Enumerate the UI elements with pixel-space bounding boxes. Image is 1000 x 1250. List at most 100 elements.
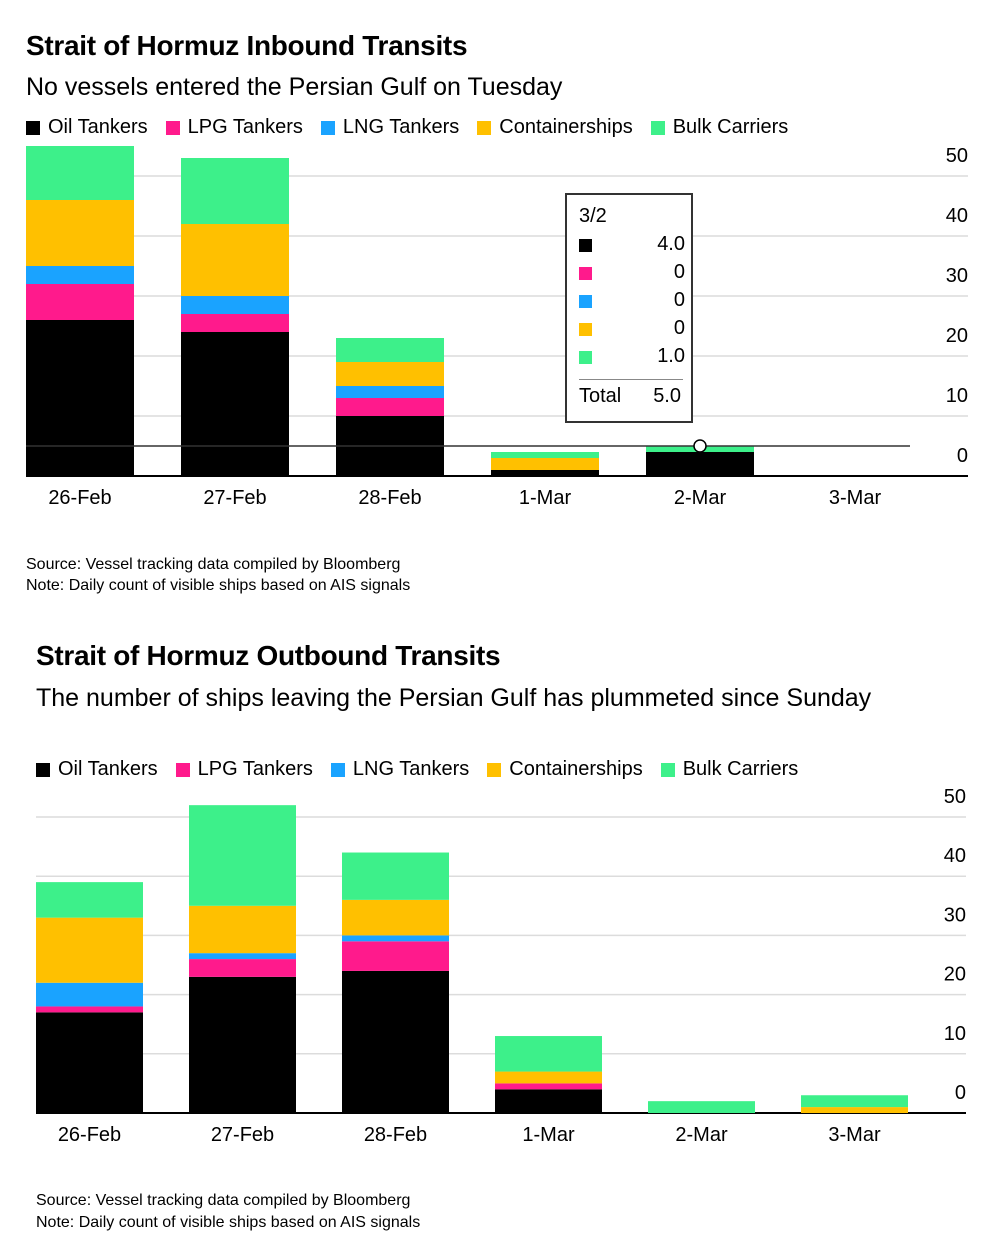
bar-segment-oil-tankers (491, 470, 599, 476)
inbound-title: Strait of Hormuz Inbound Transits (26, 30, 468, 61)
y-tick-label: 0 (955, 1082, 966, 1104)
legend-label: Oil Tankers (58, 758, 158, 780)
y-tick-label: 10 (944, 1023, 966, 1045)
bar-segment-lpg-tankers (181, 314, 289, 332)
bar-segment-containerships (336, 362, 444, 386)
outbound-subtitle: The number of ships leaving the Persian … (36, 684, 872, 712)
bar-segment-oil-tankers (342, 970, 449, 1113)
bar-segment-lpg-tankers (36, 1006, 143, 1013)
legend-swatch (36, 762, 50, 777)
legend-swatch (175, 762, 190, 777)
bar-segment-bulk-carriers (36, 882, 143, 918)
legend-label: Bulk Carriers (682, 758, 799, 780)
x-tick-label: 2-Mar (674, 487, 727, 509)
y-tick-label: 10 (946, 385, 968, 407)
bar-segment-bulk-carriers (342, 852, 449, 900)
legend-swatch (650, 120, 665, 135)
tooltip-row-containerships: 0 (579, 317, 685, 343)
x-tick-label: 3-Mar (828, 1124, 881, 1146)
inbound-source: Source: Vessel tracking data compiled by… (26, 556, 401, 573)
legend-item-bulk-carriers: Bulk Carriers (660, 758, 799, 781)
y-tick-label: 0 (957, 445, 968, 467)
legend-swatch (487, 762, 502, 777)
legend-swatch (26, 120, 40, 135)
y-tick-label: 50 (946, 145, 968, 167)
legend-swatch (330, 762, 345, 777)
outbound-legend: Oil Tankers LPG Tankers LNG Tankers Cont… (36, 758, 816, 781)
legend-label: LPG Tankers (187, 116, 303, 138)
legend-item-lpg-tankers: LPG Tankers (175, 758, 313, 781)
bar-segment-lng-tankers (181, 296, 289, 314)
tooltip-row-oil-tankers: 4.0 (579, 233, 685, 259)
bar-segment-containerships (189, 905, 296, 954)
legend-item-containerships: Containerships (487, 758, 643, 781)
y-tick-label: 20 (944, 964, 966, 986)
legend-item-lng-tankers: LNG Tankers (320, 116, 460, 139)
outbound-title: Strait of Hormuz Outbound Transits (36, 640, 501, 671)
tooltip-swatch (579, 295, 592, 308)
outbound-note: Note: Daily count of visible ships based… (36, 1214, 421, 1231)
x-tick-label: 28-Feb (358, 487, 421, 509)
legend-label: Bulk Carriers (672, 116, 789, 138)
tooltip-row-bulk-carriers: 1.0 (579, 345, 685, 371)
bar-segment-bulk-carriers (336, 338, 444, 362)
legend-label: Containerships (499, 116, 633, 138)
x-tick-label: 26-Feb (48, 487, 111, 509)
tooltip-row-lpg-tankers: 0 (579, 261, 685, 287)
tooltip-swatch (579, 351, 592, 364)
y-tick-label: 40 (944, 845, 966, 867)
x-tick-label: 26-Feb (58, 1124, 121, 1146)
bar-segment-containerships (181, 224, 289, 296)
bar-segment-containerships (801, 1107, 908, 1113)
tooltip-value: 4.0 (657, 233, 685, 255)
tooltip-value: 0 (673, 289, 685, 311)
legend-label: Containerships (509, 758, 643, 780)
x-tick-label: 28-Feb (364, 1124, 427, 1146)
hover-point (693, 439, 707, 453)
x-tick-label: 2-Mar (675, 1124, 728, 1146)
inbound-legend: Oil Tankers LPG Tankers LNG Tankers Cont… (26, 116, 806, 139)
bar-segment-oil-tankers (189, 976, 296, 1113)
legend-label: Oil Tankers (48, 116, 148, 138)
x-tick-label: 27-Feb (211, 1124, 274, 1146)
tooltip-swatch (579, 267, 592, 280)
outbound-chart: 0 10 20 30 40 50 26-Feb 27-Feb 28-Feb 1-Mar 2-Mar 3… (36, 786, 966, 1146)
bar-segment-lng-tankers (36, 982, 143, 1007)
legend-item-lpg-tankers: LPG Tankers (165, 116, 303, 139)
bar-segment-oil-tankers (181, 332, 289, 476)
legend-label: LPG Tankers (197, 758, 313, 780)
bar-segment-containerships (26, 200, 134, 266)
legend-label: LNG Tankers (342, 116, 460, 138)
bar-segment-containerships (495, 1071, 602, 1084)
y-tick-label: 30 (946, 265, 968, 287)
inbound-subtitle: No vessels entered the Persian Gulf on T… (26, 73, 563, 101)
legend-swatch (660, 762, 675, 777)
legend-label: LNG Tankers (352, 758, 470, 780)
bar-segment-oil-tankers (26, 320, 134, 476)
bar-segment-bulk-carriers (26, 146, 134, 200)
bar-segment-bulk-carriers (189, 805, 296, 906)
bar-segment-bulk-carriers (648, 1101, 755, 1113)
legend-item-bulk-carriers: Bulk Carriers (650, 116, 789, 139)
tooltip-value: 0 (673, 261, 685, 283)
bar-segment-lpg-tankers (336, 398, 444, 416)
bar-segment-lpg-tankers (189, 959, 296, 977)
y-tick-label: 50 (944, 786, 966, 808)
x-tick-label: 1-Mar (522, 1124, 575, 1146)
legend-swatch (320, 120, 335, 135)
bar-segment-oil-tankers (646, 452, 754, 476)
tooltip-value: 0 (673, 317, 685, 339)
legend-item-lng-tankers: LNG Tankers (330, 758, 470, 781)
bar-segment-containerships (491, 458, 599, 470)
bar-segment-lng-tankers (26, 266, 134, 284)
bar-segment-lng-tankers (189, 953, 296, 960)
bar-segment-containerships (342, 899, 449, 936)
tooltip-swatch (579, 323, 592, 336)
tooltip-total-label: Total (579, 385, 622, 407)
bar-segment-containerships (36, 917, 143, 983)
bar-segment-oil-tankers (495, 1089, 602, 1113)
tooltip-value: 1.0 (657, 345, 685, 367)
bar-segment-oil-tankers (36, 1012, 143, 1113)
tooltip-swatch (579, 239, 592, 252)
x-tick-label: 1-Mar (519, 487, 572, 509)
